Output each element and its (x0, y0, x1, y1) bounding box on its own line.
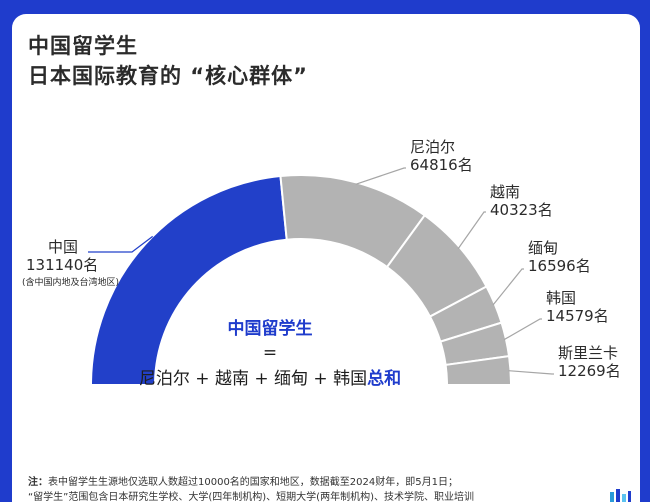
footnotes: 注：表中留学生生源地仅选取人数超过10000名的国家和地区，数据截至2024财年… (28, 475, 628, 502)
label-4-value: 14579名 (546, 307, 609, 325)
label-1-name: 尼泊尔 (410, 138, 455, 156)
label-1-value: 64816名 (410, 156, 473, 174)
note-prefix: 注： (28, 477, 48, 488)
china-note-label: (含中国内地及台湾地区) (22, 276, 119, 288)
title-line-1: 中国留学生 (28, 34, 138, 58)
label-3-value: 16596名 (528, 257, 591, 275)
label-3-name: 缅甸 (528, 239, 558, 257)
leader-3 (492, 268, 524, 306)
chart-slices (89, 174, 513, 386)
eq-plus-1: + (190, 369, 215, 389)
center-equals: = (263, 343, 277, 363)
leader-1 (355, 167, 406, 185)
note-line-1: 注：表中留学生生源地仅选取人数超过10000名的国家和地区，数据截至2024财年… (28, 475, 628, 490)
slice-1 (89, 174, 288, 386)
center-equation: 尼泊尔 + 越南 + 缅甸 + 韩国总和 (139, 368, 401, 389)
label-5-value: 12269名 (558, 362, 621, 380)
title-line-2: 日本国际教育的 “核心群体” (28, 64, 308, 88)
eq-part-3: 缅甸 (274, 369, 308, 389)
eq-part-2: 越南 (215, 369, 249, 389)
infographic-card: 中国留学生 日本国际教育的 “核心群体” 中国 131140名 尼泊尔 64816名越… (12, 14, 640, 502)
note-line-2: “留学生”范围包含日本研究生学校、大学(四年制机构)、短期大学(两年制机构)、技… (28, 492, 474, 502)
label-china-value: 131140名 (26, 256, 98, 274)
note-text-1: 表中留学生生源地仅选取人数超过10000名的国家和地区，数据截至2024财年，即… (48, 477, 458, 488)
label-2-value: 40323名 (490, 201, 553, 219)
eq-part-1: 尼泊尔 (139, 369, 190, 389)
half-donut-chart: 中国131140名尼泊尔64816名越南40323名缅甸16596名韩国1457… (22, 138, 621, 389)
eq-total: 总和 (367, 368, 401, 389)
leader-china (88, 235, 154, 253)
leader-5 (508, 370, 554, 375)
eq-plus-3: + (308, 369, 333, 389)
label-china-name: 中国 (48, 238, 78, 256)
eq-plus-2: + (249, 369, 274, 389)
label-2-name: 越南 (490, 183, 520, 201)
brand-logo-icon (610, 489, 631, 502)
eq-part-4: 韩国 (333, 369, 367, 389)
label-4-name: 韩国 (546, 289, 576, 307)
slice-6 (444, 355, 513, 386)
label-5-name: 斯里兰卡 (558, 344, 618, 362)
leader-4 (503, 318, 542, 341)
leader-lines (88, 167, 554, 375)
center-title: 中国留学生 (228, 318, 313, 339)
leader-2 (457, 211, 486, 250)
